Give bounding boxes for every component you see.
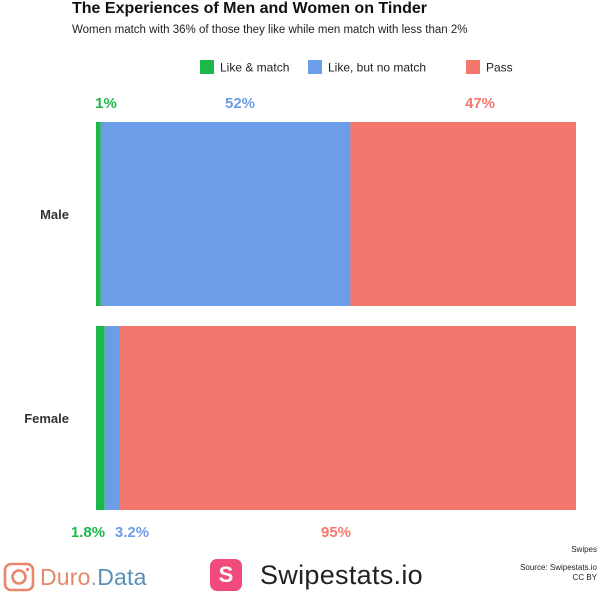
bar-male-2	[350, 122, 576, 306]
bar-male-1	[100, 122, 351, 306]
camera-icon	[3, 562, 35, 592]
chart-subtitle: Women match with 36% of those they like …	[72, 24, 468, 36]
stacked-bar-chart: Like & match Like, but no match Pass Male Fe…	[24, 60, 576, 541]
duro-data-wordmark: Duro.Data	[40, 564, 147, 591]
category-label-male: Male	[40, 207, 69, 222]
legend-label-2: Pass	[486, 61, 513, 75]
duro-dot: .	[90, 563, 98, 590]
swipestats-wordmark: Swipestats.io	[260, 559, 423, 590]
license-note: CC BY	[572, 573, 597, 582]
data-label-female-1: 3.2%	[115, 524, 149, 541]
legend-label-0: Like & match	[220, 61, 289, 75]
data-label-male-1: 52%	[225, 95, 255, 112]
bar-female-0	[96, 326, 105, 510]
data-label-female-2: 95%	[321, 524, 351, 541]
category-label-female: Female	[24, 411, 69, 426]
legend-swatch-1	[308, 60, 322, 74]
legend-swatch-2	[466, 60, 480, 74]
duro-first: Duro	[40, 563, 91, 590]
footer-note: Swipes	[571, 545, 597, 554]
data-label-male-2: 47%	[465, 95, 495, 112]
duro-data-logo: Duro.Data	[2, 560, 147, 594]
bar-male-0	[96, 122, 101, 306]
data-label-male-0: 1%	[95, 95, 117, 112]
swipestats-logo: S Swipestats.io	[210, 559, 423, 591]
chart-title: The Experiences of Men and Women on Tind…	[72, 0, 428, 17]
bar-female-1	[104, 326, 120, 510]
legend-swatch-0	[200, 60, 214, 74]
source-note: Source: Swipestats.io	[520, 563, 597, 572]
data-label-female-0: 1.8%	[71, 524, 105, 541]
bar-female-2	[120, 326, 576, 510]
legend-label-1: Like, but no match	[328, 61, 426, 75]
duro-second: Data	[97, 563, 147, 590]
swipestats-mark: S	[210, 559, 242, 591]
